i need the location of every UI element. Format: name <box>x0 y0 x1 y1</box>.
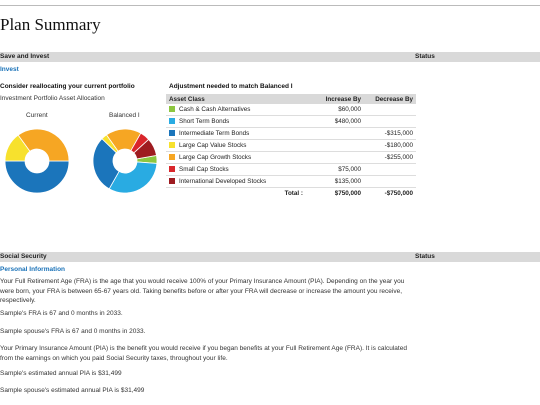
increase-cell <box>306 151 364 164</box>
balanced-pie-chart <box>92 128 158 194</box>
table-row: International Developed Stocks $135,000 <box>166 175 416 188</box>
increase-cell <box>306 127 364 140</box>
legend-swatch <box>169 178 175 184</box>
col-asset-class: Asset Class <box>166 94 306 104</box>
increase-cell: $60,000 <box>306 104 364 116</box>
table-row: Short Term Bonds $480,000 <box>166 115 416 128</box>
balanced-pie-label: Balanced I <box>109 112 140 119</box>
legend-swatch <box>169 166 175 172</box>
adjustment-table: Asset Class Increase By Decrease By Cash… <box>166 94 416 199</box>
asset-name: Intermediate Term Bonds <box>179 130 250 137</box>
asset-name: Large Cap Value Stocks <box>179 142 247 149</box>
col-decrease: Decrease By <box>364 94 416 104</box>
current-pie-chart <box>4 128 70 194</box>
asset-name: Small Cap Stocks <box>179 166 229 173</box>
asset-name: Cash & Cash Alternatives <box>179 106 251 113</box>
adjustment-heading: Adjustment needed to match Balanced I <box>169 83 293 90</box>
increase-cell: $75,000 <box>306 163 364 176</box>
decrease-cell: -$315,000 <box>364 127 416 140</box>
spouse-pia: Sample spouse's estimated annual PIA is … <box>0 387 145 394</box>
legend-swatch <box>169 130 175 136</box>
pie-slice <box>92 138 120 190</box>
asset-cell: Short Term Bonds <box>166 115 306 128</box>
asset-cell: Large Cap Value Stocks <box>166 139 306 152</box>
reallocate-heading: Consider reallocating your current portf… <box>0 83 135 90</box>
legend-swatch <box>169 106 175 112</box>
asset-name: Large Cap Growth Stocks <box>179 154 252 161</box>
table-row: Small Cap Stocks $75,000 <box>166 163 416 176</box>
increase-cell: $135,000 <box>306 175 364 188</box>
asset-cell: Cash & Cash Alternatives <box>166 104 306 116</box>
sample-fra: Sample's FRA is 67 and 0 months in 2033. <box>0 310 123 317</box>
total-label: Total : <box>284 190 303 197</box>
social-security-header: Social Security Status <box>0 252 540 262</box>
table-header-row: Asset Class Increase By Decrease By <box>166 94 416 104</box>
increase-cell: $480,000 <box>306 115 364 128</box>
table-row: Large Cap Growth Stocks -$255,000 <box>166 151 416 164</box>
fra-paragraph: Your Full Retirement Age (FRA) is the ag… <box>0 278 405 304</box>
total-row: Total : $750,000 -$750,000 <box>166 188 416 200</box>
invest-subheader: Invest <box>0 66 19 73</box>
decrease-cell <box>364 175 416 188</box>
legend-swatch <box>169 154 175 160</box>
asset-name: Short Term Bonds <box>179 118 230 125</box>
top-rule <box>0 5 540 6</box>
pie-slice <box>133 138 157 160</box>
total-increase: $750,000 <box>334 190 361 197</box>
decrease-cell <box>364 115 416 128</box>
increase-cell <box>306 139 364 152</box>
asset-cell: Intermediate Term Bonds <box>166 127 306 140</box>
section-title: Save and Invest <box>0 53 50 60</box>
allocation-subheading: Investment Portfolio Asset Allocation <box>0 95 105 102</box>
legend-swatch <box>169 118 175 124</box>
decrease-cell <box>364 163 416 176</box>
col-increase: Increase By <box>306 94 364 104</box>
table-row: Large Cap Value Stocks -$180,000 <box>166 139 416 152</box>
page-title: Plan Summary <box>0 15 101 34</box>
asset-cell: Small Cap Stocks <box>166 163 306 176</box>
decrease-cell <box>364 104 416 116</box>
current-pie-label: Current <box>26 112 48 119</box>
decrease-cell: -$255,000 <box>364 151 416 164</box>
total-decrease: -$750,000 <box>384 190 413 197</box>
asset-cell: International Developed Stocks <box>166 175 306 188</box>
personal-info-subheader: Personal Information <box>0 266 66 273</box>
save-invest-header: Save and Invest Status <box>0 52 540 62</box>
asset-cell: Large Cap Growth Stocks <box>166 151 306 164</box>
pia-paragraph: Your Primary Insurance Amount (PIA) is t… <box>0 345 407 362</box>
pie-slice <box>17 128 70 162</box>
status-label: Status <box>415 253 435 260</box>
decrease-cell: -$180,000 <box>364 139 416 152</box>
table-row: Cash & Cash Alternatives $60,000 <box>166 104 416 116</box>
table-row: Intermediate Term Bonds -$315,000 <box>166 127 416 140</box>
status-label: Status <box>415 53 435 60</box>
section-title: Social Security <box>0 253 47 260</box>
asset-name: International Developed Stocks <box>179 178 267 185</box>
pie-slice <box>108 161 158 194</box>
legend-swatch <box>169 142 175 148</box>
pie-slice <box>4 160 70 194</box>
sample-pia: Sample's estimated annual PIA is $31,499 <box>0 370 122 377</box>
spouse-fra: Sample spouse's FRA is 67 and 0 months i… <box>0 328 146 335</box>
